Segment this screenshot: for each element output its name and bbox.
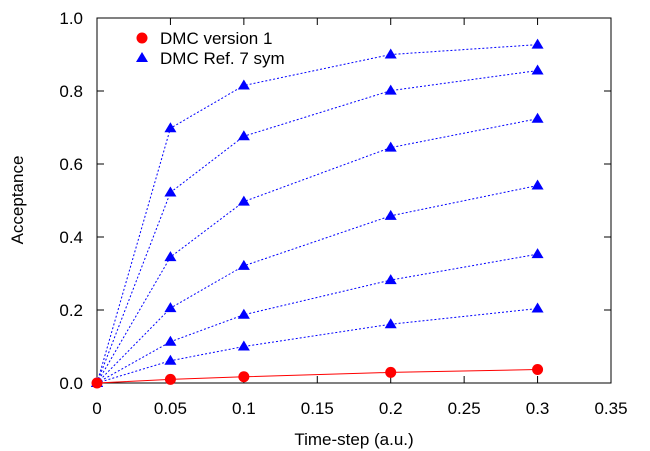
data-point-ref7-triangle <box>531 179 544 190</box>
x-tick-label: 0.3 <box>526 399 550 418</box>
data-point-ref7-triangle <box>237 340 250 351</box>
data-point-ref7-triangle <box>237 259 250 270</box>
series-line-ref7-6 <box>96 308 538 384</box>
x-axis-label: Time-step (a.u.) <box>294 430 413 449</box>
y-tick-label: 0.4 <box>59 228 83 247</box>
data-point-version-1-circle <box>164 373 176 385</box>
x-tick-label: 0.15 <box>301 399 334 418</box>
data-point-ref7-triangle <box>164 251 177 262</box>
series-line-ref7-3 <box>96 118 538 384</box>
data-point-ref7-triangle <box>531 302 544 313</box>
data-point-ref7-triangle <box>384 318 397 329</box>
data-point-ref7-triangle <box>384 84 397 95</box>
data-point-version-1-circle <box>91 377 103 389</box>
series-line-ref7-1 <box>96 44 538 384</box>
x-axis-ticks: 0 0.05 0.1 0.15 0.2 0.25 0.3 0.35 <box>92 18 628 418</box>
series-line-ref7-4 <box>96 185 538 384</box>
x-tick-label: 0.1 <box>232 399 256 418</box>
data-point-ref7-triangle <box>531 64 544 75</box>
data-point-ref7-triangle <box>531 112 544 123</box>
series-line-ref7-2 <box>96 70 538 384</box>
y-tick-label: 0.0 <box>59 374 83 393</box>
series-line-ref7-5 <box>96 253 538 384</box>
y-tick-label: 1.0 <box>59 9 83 28</box>
data-point-version-1-circle <box>532 363 544 375</box>
x-tick-label: 0 <box>92 399 101 418</box>
data-point-version-1-circle <box>385 366 397 378</box>
legend-marker-dmc-version-1 <box>136 32 148 44</box>
legend: DMC version 1 DMC Ref. 7 sym <box>136 29 285 68</box>
y-axis-ticks: 0.0 0.2 0.4 0.6 0.8 1.0 <box>59 9 611 393</box>
legend-label-dmc-ref-7-sym: DMC Ref. 7 sym <box>160 49 285 68</box>
data-point-ref7-triangle <box>164 354 177 365</box>
x-tick-label: 0.05 <box>154 399 187 418</box>
data-point-version-1-circle <box>238 371 250 383</box>
data-point-ref7-triangle <box>164 335 177 346</box>
y-axis-label: Acceptance <box>8 156 27 245</box>
data-point-ref7-triangle <box>164 302 177 313</box>
y-tick-label: 0.2 <box>59 301 83 320</box>
data-point-ref7-triangle <box>384 48 397 59</box>
data-point-ref7-triangle <box>384 209 397 220</box>
y-tick-label: 0.6 <box>59 155 83 174</box>
data-point-ref7-triangle <box>237 308 250 319</box>
x-tick-label: 0.2 <box>379 399 403 418</box>
legend-label-dmc-version-1: DMC version 1 <box>160 29 272 48</box>
data-point-ref7-triangle <box>384 141 397 152</box>
series-layer <box>91 38 544 389</box>
data-point-ref7-triangle <box>237 195 250 206</box>
y-tick-label: 0.8 <box>59 82 83 101</box>
x-tick-label: 0.25 <box>448 399 481 418</box>
data-point-ref7-triangle <box>164 122 177 133</box>
data-point-ref7-triangle <box>531 248 544 259</box>
data-point-ref7-triangle <box>531 38 544 49</box>
data-point-ref7-triangle <box>384 274 397 285</box>
data-point-ref7-triangle <box>237 79 250 90</box>
data-point-ref7-triangle <box>237 130 250 141</box>
legend-marker-dmc-ref-7-sym <box>136 52 148 62</box>
x-tick-label: 0.35 <box>594 399 627 418</box>
plot-frame <box>96 17 612 384</box>
data-point-ref7-triangle <box>164 186 177 197</box>
